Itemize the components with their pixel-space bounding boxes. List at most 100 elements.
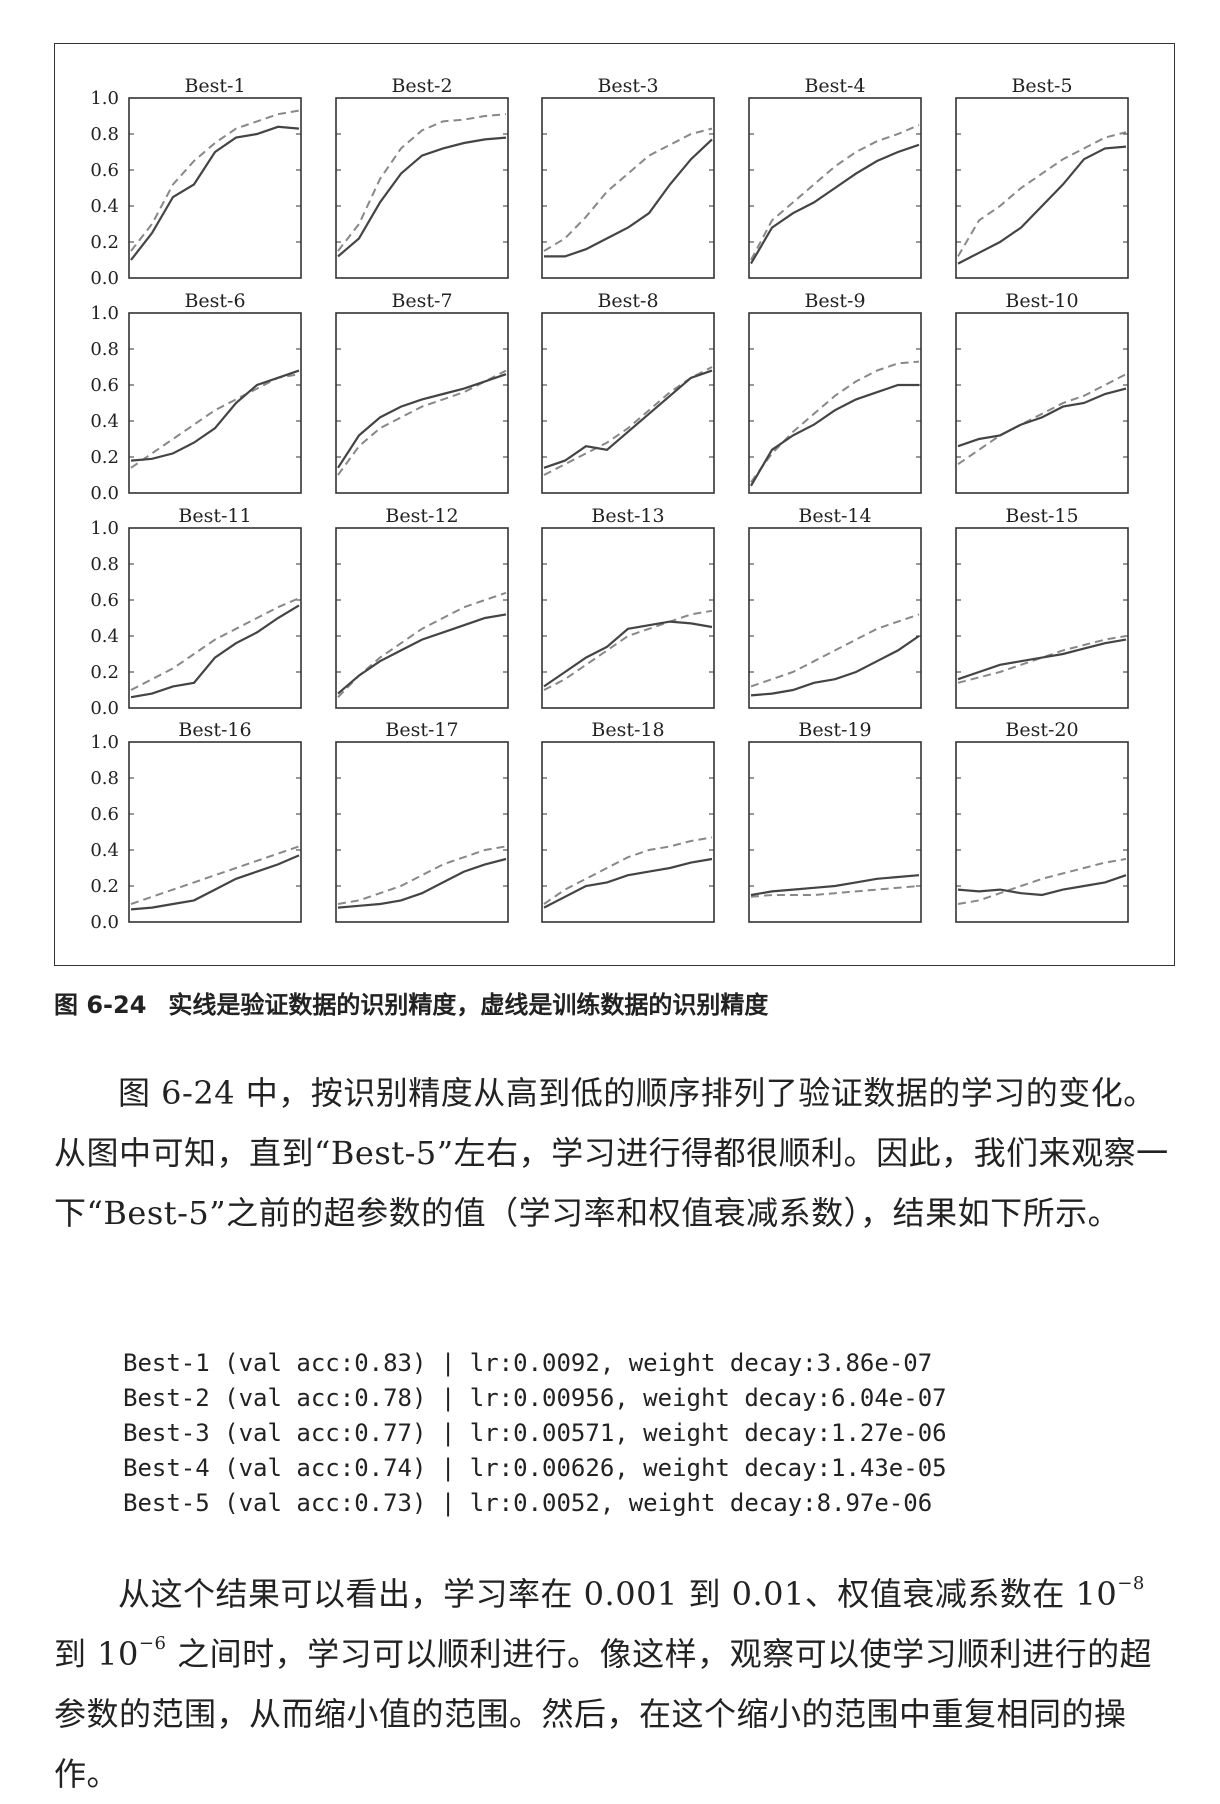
code-line: Best-4 (val acc:0.74) | lr:0.00626, weig… (123, 1454, 947, 1482)
validation-accuracy-line (544, 138, 713, 258)
y-tick-label: 0.8 (90, 339, 119, 360)
y-tick-label: 1.0 (90, 88, 119, 109)
y-tick-label: 0.2 (90, 232, 119, 253)
panel-frame (541, 527, 715, 709)
train-accuracy-line (957, 858, 1127, 905)
panel-title: Best-15 (1005, 505, 1078, 527)
y-tick-label: 0.4 (90, 196, 119, 217)
train-accuracy-line (543, 127, 713, 252)
y-tick-label: 0.8 (90, 554, 119, 575)
y-tick-label: 0.0 (90, 912, 119, 933)
y-tick-label: 0.8 (90, 124, 119, 145)
accuracy-small-multiples-chart: Best-1 0.0 0.2 0.4 0.6 0.8 1.0 Best-2 Best-3 Best… (90, 75, 1129, 933)
y-tick-label: 0.2 (90, 876, 119, 897)
validation-accuracy-line (337, 373, 507, 469)
train-accuracy-line (957, 373, 1127, 466)
validation-accuracy-line (543, 857, 713, 909)
validation-accuracy-line (957, 387, 1127, 448)
panel-title: Best-12 (385, 505, 458, 527)
panel-frame (748, 527, 922, 709)
panel-title: Best-4 (804, 75, 865, 97)
train-accuracy-line (957, 131, 1127, 257)
panel-frame (955, 312, 1129, 494)
validation-accuracy-line (130, 854, 300, 911)
panel-frame (128, 741, 302, 923)
y-tick-label: 0.4 (90, 626, 119, 647)
y-tick-label: 0.6 (90, 590, 119, 611)
panel-title: Best-19 (798, 719, 871, 741)
panel-title: Best-8 (597, 290, 658, 312)
figure-number: 图 6-24 (54, 991, 147, 1019)
y-tick-label: 0.6 (90, 375, 119, 396)
y-tick-label: 0.0 (90, 483, 119, 504)
train-accuracy-line (957, 635, 1127, 684)
panel-title: Best-6 (184, 290, 245, 312)
panel-frame (541, 312, 715, 494)
y-tick-label: 1.0 (90, 303, 119, 324)
validation-accuracy-line (957, 874, 1127, 897)
validation-accuracy-line (337, 857, 507, 909)
code-block: Best-1 (val acc:0.83) | lr:0.0092, weigh… (123, 1346, 947, 1521)
figure-caption: 图 6-24 实线是验证数据的识别精度，虚线是训练数据的识别精度 (54, 985, 768, 1020)
train-accuracy-line (130, 373, 300, 469)
y-tick-label: 0.4 (90, 840, 119, 861)
y-tick-label: 1.0 (90, 518, 119, 539)
panel-frame (748, 312, 922, 494)
validation-accuracy-line (337, 136, 507, 258)
panel-title: Best-14 (798, 505, 871, 527)
y-tick-label: 0.2 (90, 662, 119, 683)
validation-accuracy-line (130, 604, 300, 699)
panel-frame (541, 97, 715, 279)
y-tick-label: 1.0 (90, 732, 119, 753)
panel-frame (335, 312, 509, 494)
train-accuracy-line (337, 369, 507, 476)
code-line: Best-2 (val acc:0.78) | lr:0.00956, weig… (123, 1384, 947, 1412)
y-tick-label: 0.4 (90, 411, 119, 432)
panel-title: Best-3 (597, 75, 658, 97)
paragraph-2: 从这个结果可以看出，学习率在 0.001 到 0.01、权值衰减系数在 10−8… (54, 1564, 1174, 1804)
train-accuracy-line (130, 845, 300, 905)
panel-title: Best-1 (184, 75, 245, 97)
y-tick-label: 0.0 (90, 698, 119, 719)
train-accuracy-line (750, 885, 920, 898)
code-line: Best-1 (val acc:0.83) | lr:0.0092, weigh… (123, 1349, 933, 1377)
panel-title: Best-10 (1005, 290, 1078, 312)
train-accuracy-line (337, 113, 507, 252)
panel-frame (128, 527, 302, 709)
panel-title: Best-7 (391, 290, 452, 312)
paragraph-1-text: 图 6-24 中，按识别精度从高到低的顺序排列了验证数据的学习的变化。从图中可知… (54, 1074, 1169, 1232)
panel-frame (335, 527, 509, 709)
panel-frame (128, 312, 302, 494)
panel-frame (955, 527, 1129, 709)
panel-frame (128, 97, 302, 279)
train-accuracy-line (750, 613, 920, 688)
validation-accuracy-line (750, 143, 920, 265)
validation-accuracy-line (543, 369, 713, 469)
figure-caption-text: 实线是验证数据的识别精度，虚线是训练数据的识别精度 (168, 991, 769, 1019)
paragraph-2-text-a: 从这个结果可以看出，学习率在 0.001 到 0.01、权值衰减系数在 10 (118, 1575, 1118, 1613)
validation-accuracy-line (957, 145, 1127, 265)
exponent-neg8: −8 (1117, 1573, 1145, 1595)
panel-title: Best-20 (1005, 719, 1078, 741)
panel-title: Best-13 (591, 505, 664, 527)
train-accuracy-line (543, 366, 713, 476)
validation-accuracy-line (543, 620, 713, 688)
validation-accuracy-line (750, 383, 919, 487)
panel-title: Best-5 (1011, 75, 1072, 97)
validation-accuracy-line (957, 638, 1127, 681)
y-tick-label: 0.0 (90, 268, 119, 289)
validation-accuracy-line (130, 369, 300, 462)
panel-title: Best-16 (178, 719, 251, 741)
panel-frame (541, 741, 715, 923)
paragraph-2-text-c: 之间时，学习可以顺利进行。像这样，观察可以使学习顺利进行的超参数的范围，从而缩小… (54, 1635, 1153, 1793)
code-line: Best-5 (val acc:0.73) | lr:0.0052, weigh… (123, 1489, 933, 1517)
y-tick-label: 0.6 (90, 804, 119, 825)
validation-accuracy-line (750, 635, 920, 697)
paragraph-2-text-b: 到 10 (54, 1635, 139, 1673)
panel-title: Best-2 (391, 75, 452, 97)
y-tick-label: 0.8 (90, 768, 119, 789)
validation-accuracy-line (130, 125, 300, 261)
panel-title: Best-11 (178, 505, 251, 527)
y-tick-label: 0.6 (90, 160, 119, 181)
y-tick-label: 0.2 (90, 447, 119, 468)
